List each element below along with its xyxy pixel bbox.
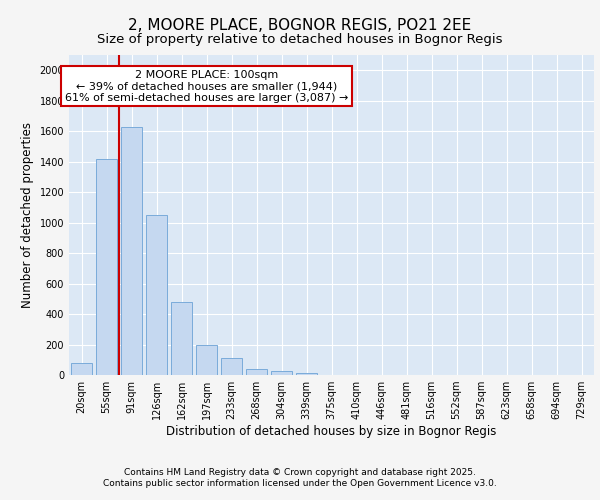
Text: Size of property relative to detached houses in Bognor Regis: Size of property relative to detached ho… [97, 32, 503, 46]
Bar [171, 302, 192, 375]
X-axis label: Distribution of detached houses by size in Bognor Regis: Distribution of detached houses by size … [166, 425, 497, 438]
Bar [246, 369, 267, 375]
Bar [271, 371, 292, 375]
Bar [296, 374, 317, 375]
Bar [96, 158, 117, 375]
Bar [146, 215, 167, 375]
Text: 2, MOORE PLACE, BOGNOR REGIS, PO21 2EE: 2, MOORE PLACE, BOGNOR REGIS, PO21 2EE [128, 18, 472, 32]
Bar [196, 344, 217, 375]
Bar [121, 128, 142, 375]
Bar [71, 363, 92, 375]
Text: 2 MOORE PLACE: 100sqm
← 39% of detached houses are smaller (1,944)
61% of semi-d: 2 MOORE PLACE: 100sqm ← 39% of detached … [65, 70, 348, 103]
Bar [221, 358, 242, 375]
Y-axis label: Number of detached properties: Number of detached properties [21, 122, 34, 308]
Text: Contains HM Land Registry data © Crown copyright and database right 2025.
Contai: Contains HM Land Registry data © Crown c… [103, 468, 497, 487]
